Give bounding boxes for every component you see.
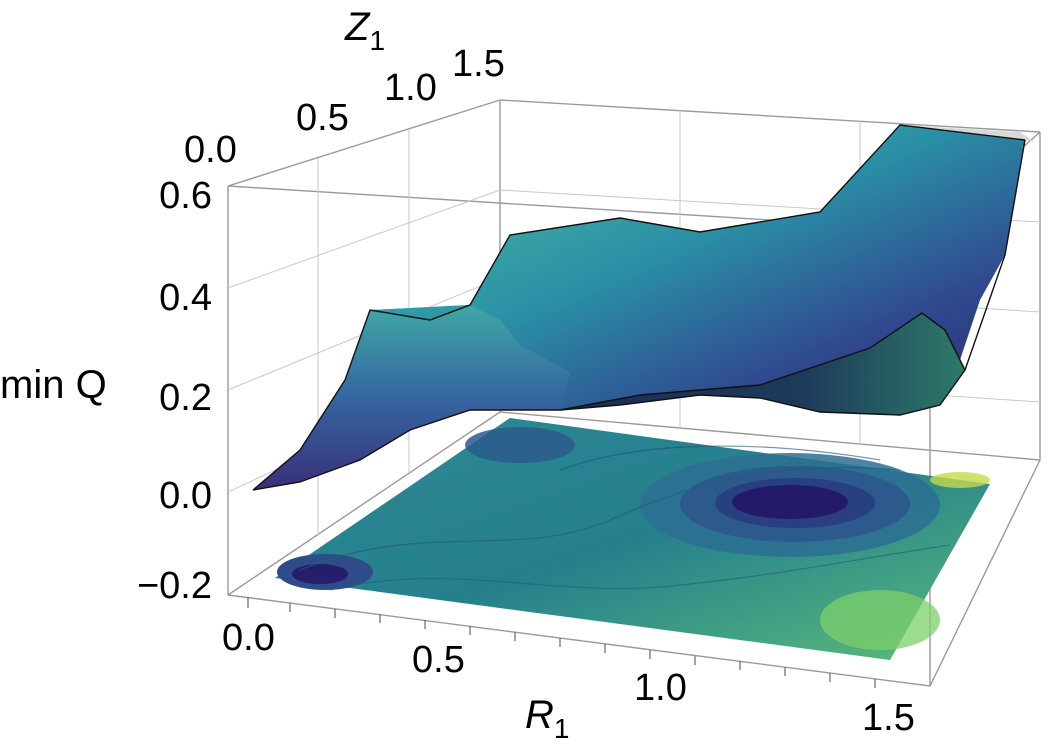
y-axis-ticks: 0.0 0.5 1.0 1.5 (184, 43, 505, 171)
x-axis-label: R1 (525, 693, 569, 744)
z-tick-label: −0.2 (137, 565, 212, 607)
z-tick-label: 0.4 (159, 277, 212, 319)
z-axis-label: min Q (0, 363, 107, 407)
y-axis-label: Z1 (344, 5, 385, 56)
front-tick-marks (247, 597, 876, 688)
x-tick-label: 1.5 (862, 697, 915, 739)
floor-contour (275, 418, 990, 660)
x-tick-label: 0.5 (412, 639, 465, 681)
x-tick-label: 1.0 (634, 667, 687, 709)
y-tick-label: 1.5 (452, 43, 505, 85)
x-tick-label: 0.0 (222, 617, 275, 659)
z-axis-ticks: 0.6 0.4 0.2 0.0 −0.2 (137, 175, 212, 607)
surface (252, 124, 1035, 491)
z-tick-label: 0.2 (159, 377, 212, 419)
x-axis-ticks: 0.0 0.5 1.0 1.5 (222, 617, 915, 739)
z-tick-label: 0.6 (159, 175, 212, 217)
y-tick-label: 0.5 (296, 97, 349, 139)
y-tick-label: 1.0 (384, 67, 437, 109)
y-tick-label: 0.0 (184, 129, 237, 171)
z-tick-label: 0.0 (159, 475, 212, 517)
